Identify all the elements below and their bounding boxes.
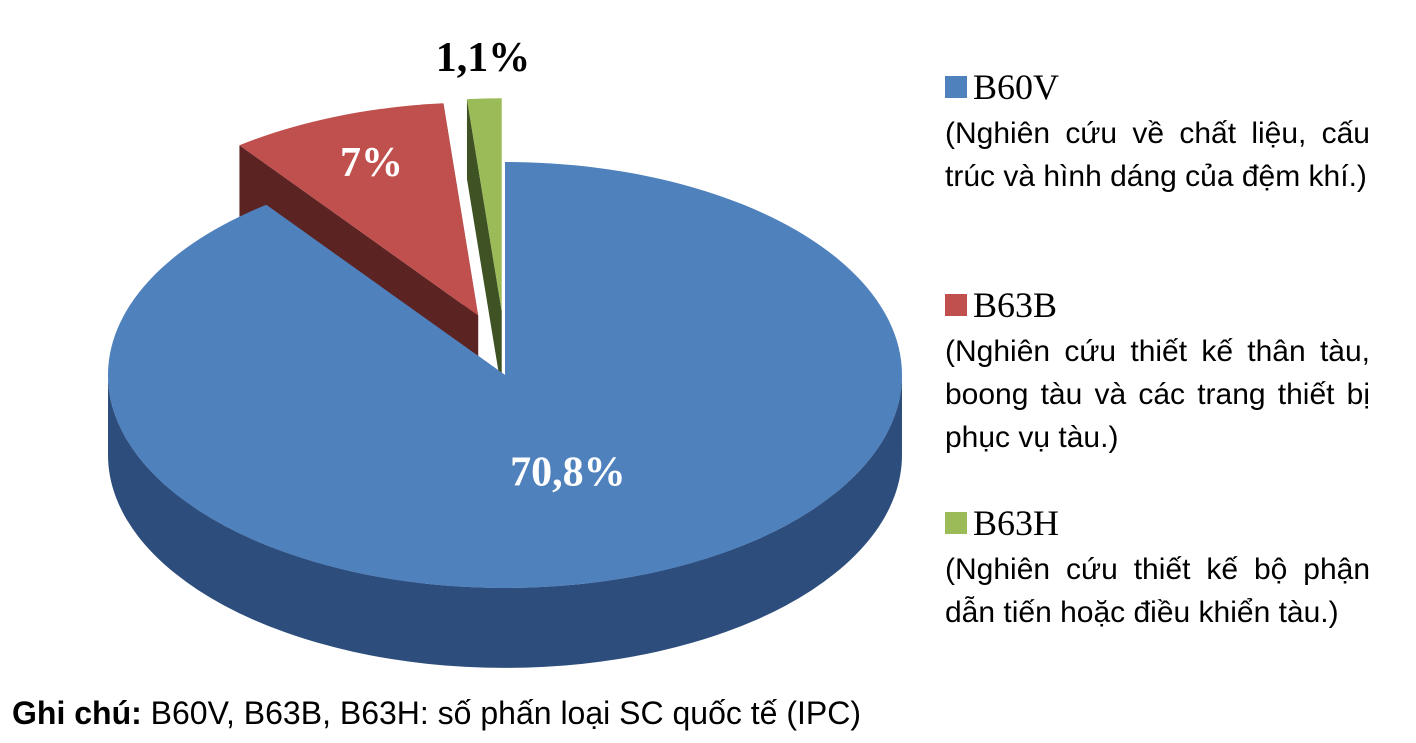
slice	[239, 103, 479, 316]
note: Ghi chú: B60V, B63B, B63H: số phấn loại …	[12, 695, 861, 732]
note-text: B60V, B63B, B63H: số phấn loại SC quốc t…	[150, 695, 861, 731]
legend: B60V (Nghiên cứu về chất liệu, cấu trúc v…	[945, 62, 1370, 716]
legend-item: B60V (Nghiên cứu về chất liệu, cấu trúc v…	[945, 62, 1370, 280]
value-label: 70,8%	[510, 450, 626, 496]
legend-label: B63H	[973, 503, 1060, 543]
legend-name-row: B60V	[945, 62, 1370, 112]
legend-swatch	[945, 512, 967, 534]
legend-name-row: B63B	[945, 280, 1370, 330]
legend-description: (Nghiên cứu về chất liệu, cấu trúc và hì…	[945, 117, 1370, 193]
value-labels: 70,8% 7% 1,1%	[340, 35, 626, 496]
legend-description: (Nghiên cứu thiết kế thân tàu, boong tàu…	[945, 335, 1370, 454]
slice-side	[108, 375, 902, 668]
slice	[108, 162, 903, 588]
legend-item: B63B (Nghiên cứu thiết kế thân tàu, boong…	[945, 280, 1370, 498]
legend-label: B63B	[973, 285, 1058, 325]
slice-tops	[108, 98, 903, 588]
legend-item: B63H (Nghiên cứu thiết kế bộ phận dẫn tiế…	[945, 498, 1370, 716]
value-label: 1,1%	[436, 35, 531, 81]
legend-swatch	[945, 294, 967, 316]
legend-description: (Nghiên cứu thiết kế bộ phận dẫn tiến ho…	[945, 553, 1370, 629]
note-label: Ghi chú:	[12, 695, 142, 731]
value-label: 7%	[340, 140, 403, 186]
legend-swatch	[945, 76, 967, 98]
slice	[466, 98, 502, 312]
legend-name-row: B63H	[945, 498, 1370, 548]
legend-label: B60V	[973, 67, 1060, 107]
slice-radial-face	[466, 99, 502, 392]
